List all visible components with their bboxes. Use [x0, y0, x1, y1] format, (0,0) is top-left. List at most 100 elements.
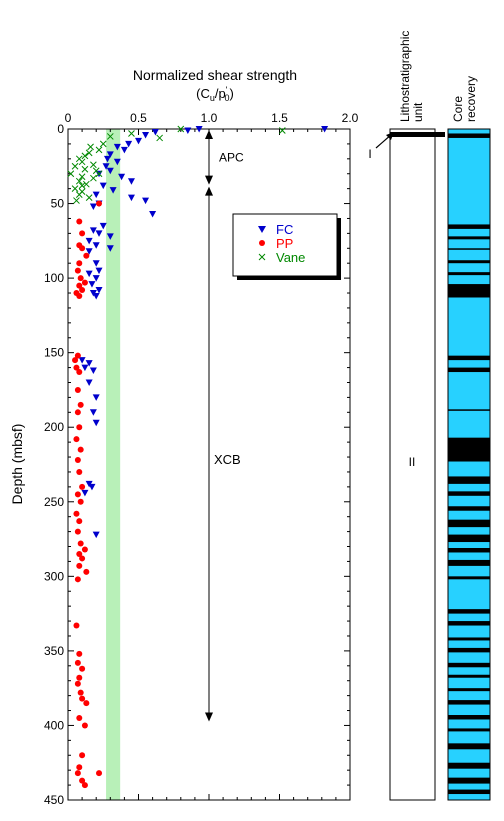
core-recovery-bars: [447, 128, 491, 801]
pp-point: [74, 457, 81, 464]
fc-point: [120, 146, 128, 154]
fc-point: [78, 357, 86, 364]
pp-point: [74, 267, 81, 274]
fc-point: [89, 227, 97, 234]
y-tick-label: 50: [51, 197, 65, 211]
vane-point: [85, 149, 93, 157]
core-recovered-interval: [448, 355, 490, 361]
pp-point: [73, 510, 80, 517]
pp-point: [76, 764, 83, 771]
pp-point: [76, 714, 83, 721]
pp-point: [77, 540, 84, 547]
reference-band-layer: [106, 129, 121, 800]
pp-point: [76, 650, 83, 657]
core-recovered-interval: [448, 700, 490, 705]
pp-point: [79, 555, 86, 562]
fc-point: [103, 155, 111, 163]
fc-point: [89, 367, 97, 375]
pp-point: [81, 546, 88, 553]
vane-point: [78, 173, 86, 181]
pp-point: [72, 357, 79, 364]
pp-point: [76, 293, 83, 300]
vane-point: [95, 170, 103, 178]
lithology-unit-i-label: I: [368, 147, 371, 161]
pp-point: [74, 409, 81, 416]
unit-i-pointer-arrowhead: [386, 132, 394, 140]
vane-point: [67, 170, 75, 178]
vane-point: [128, 130, 135, 137]
pp-point: [74, 770, 81, 777]
fc-point: [99, 182, 107, 190]
pp-point: [77, 446, 84, 453]
pp-point: [79, 777, 86, 784]
apc-arrow-bottom: [205, 175, 213, 185]
x-tick-label: 2.0: [342, 111, 359, 125]
core-recovered-interval: [448, 728, 490, 732]
core-recovered-interval: [448, 576, 490, 580]
fc-point: [92, 419, 100, 427]
core-recovery-header: Core recovery: [451, 76, 478, 122]
fc-point: [92, 242, 100, 249]
core-recovered-interval: [448, 621, 490, 626]
pp-point: [74, 491, 81, 498]
vane-point: [78, 182, 86, 190]
x-tick-label: 0.5: [130, 111, 147, 125]
fc-point: [127, 178, 135, 185]
pp-point: [81, 279, 88, 286]
apc-label: APC: [219, 150, 244, 164]
y-tick-label: 450: [44, 793, 64, 807]
fc-point: [151, 128, 159, 136]
x-tick-label: 0: [65, 111, 72, 125]
core-recovered-interval: [448, 248, 490, 250]
core-recovered-interval: [448, 519, 490, 528]
pp-point: [79, 665, 86, 672]
xcb-arrow-bottom: [205, 712, 213, 722]
pp-point: [73, 364, 80, 371]
vane-point: [85, 194, 93, 201]
annotations-layer: APC XCB: [205, 130, 244, 722]
core-recovered-interval: [448, 789, 490, 795]
pp-point: [76, 282, 83, 289]
legend-pp-marker: [259, 240, 265, 246]
pp-point: [79, 245, 86, 252]
fc-point: [125, 140, 133, 148]
legend-vane-label: Vane: [276, 250, 305, 265]
core-recovered-interval: [448, 491, 490, 496]
fc-point: [88, 483, 96, 491]
legend-fc-label: FC: [276, 222, 293, 237]
core-recovered-interval: [448, 133, 490, 138]
lithology-header: Lithostratigraphic unit: [398, 27, 425, 122]
reference-band: [106, 129, 121, 800]
pp-point: [76, 424, 83, 431]
vane-point: [81, 165, 89, 173]
core-recovered-interval: [448, 272, 490, 276]
fc-point: [81, 364, 89, 372]
core-recovered-interval: [448, 534, 490, 543]
core-recovered-interval: [448, 236, 490, 240]
pp-point: [76, 562, 83, 569]
pp-point: [83, 252, 90, 259]
fc-point: [92, 191, 100, 199]
pp-point: [74, 576, 81, 583]
pp-point: [96, 770, 103, 777]
axes-layer: 0 0.5 1.0 1.5 2.0 0 50 100 150 200 250 300 350 400 450: [44, 111, 359, 807]
vane-point: [156, 134, 164, 142]
chart-title: Normalized shear strength: [133, 67, 297, 83]
fc-point: [89, 203, 97, 211]
y-tick-label: 150: [44, 346, 64, 360]
core-recovered-interval: [448, 777, 490, 784]
pp-point: [79, 483, 86, 490]
core-recovered-interval: [448, 674, 490, 678]
fc-point: [81, 489, 89, 497]
fc-point: [118, 173, 126, 181]
y-tick-label: 300: [44, 569, 64, 583]
fc-point: [85, 379, 93, 386]
fc-point: [106, 167, 114, 175]
vane-point: [90, 174, 97, 182]
fc-point: [102, 163, 110, 170]
y-tick-label: 0: [57, 122, 64, 136]
core-unrecovered-background: [448, 129, 490, 800]
core-recovered-interval: [448, 609, 490, 614]
fc-point: [106, 233, 114, 240]
pp-point: [81, 722, 88, 729]
